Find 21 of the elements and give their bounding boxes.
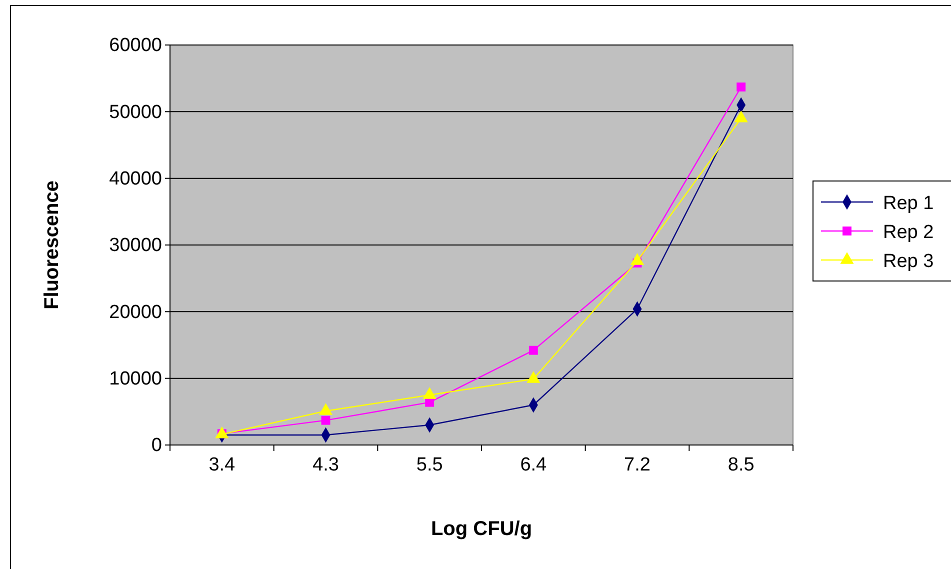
y-tick-label: 30000: [109, 235, 162, 256]
legend-label: Rep 1: [883, 193, 934, 214]
x-tick-label: 4.3: [312, 454, 339, 476]
x-tick-label: 5.5: [416, 454, 443, 476]
y-tick-label: 50000: [109, 102, 162, 123]
x-tick-label: 7.2: [624, 454, 650, 476]
x-tick-label: 3.4: [208, 454, 236, 476]
y-tick-label: 20000: [109, 302, 162, 323]
y-tick-label: 0: [151, 435, 162, 456]
legend-label: Rep 3: [883, 251, 934, 272]
legend-label: Rep 2: [883, 222, 934, 243]
x-tick-label: 8.5: [728, 454, 754, 476]
point: [321, 416, 330, 425]
point: [528, 346, 538, 355]
y-tick-label: 40000: [109, 168, 162, 190]
y-tick-label: 10000: [109, 368, 162, 390]
x-axis-title: Log CFU/g: [430, 518, 532, 540]
x-tick-label: 6.4: [520, 454, 548, 476]
y-axis-title: Fluorescence: [41, 180, 63, 310]
y-tick-label: 60000: [109, 35, 162, 56]
point: [736, 82, 746, 92]
